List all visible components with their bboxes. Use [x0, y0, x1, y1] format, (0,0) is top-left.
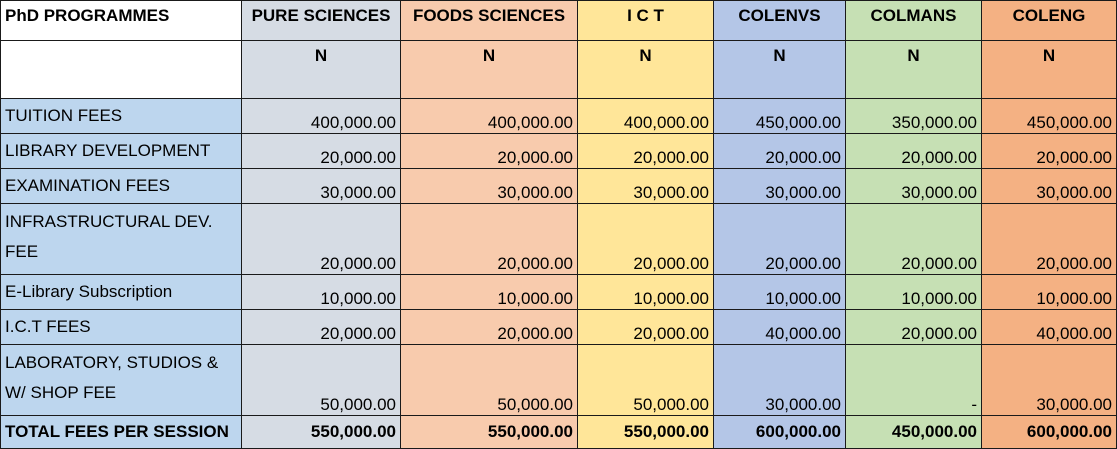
fee-cell: 50,000.00 — [577, 344, 714, 416]
row-label: LIBRARY DEVELOPMENT — [0, 133, 242, 169]
row-label: E-Library Subscription — [0, 274, 242, 310]
fee-cell: 40,000.00 — [981, 309, 1117, 345]
fee-cell: 400,000.00 — [241, 98, 401, 134]
row-label: I.C.T FEES — [0, 309, 242, 345]
row-label: TUITION FEES — [0, 98, 242, 134]
table-row: TUITION FEES 400,000.00 400,000.00 400,0… — [0, 98, 1117, 134]
fee-cell: 20,000.00 — [845, 133, 982, 169]
fee-cell: 30,000.00 — [713, 344, 846, 416]
table-row: LABORATORY, STUDIOS & W/ SHOP FEE 50,000… — [0, 344, 1117, 416]
fee-cell: 20,000.00 — [981, 133, 1117, 169]
fee-cell: 30,000.00 — [845, 168, 982, 204]
fee-cell: 10,000.00 — [241, 274, 401, 310]
fee-cell: 10,000.00 — [981, 274, 1117, 310]
currency-unit: N — [400, 40, 578, 99]
currency-unit: N — [981, 40, 1117, 99]
fee-cell: 10,000.00 — [845, 274, 982, 310]
total-cell: 550,000.00 — [241, 415, 401, 449]
total-cell: 550,000.00 — [577, 415, 714, 449]
total-label: TOTAL FEES PER SESSION — [0, 415, 242, 449]
total-cell: 450,000.00 — [845, 415, 982, 449]
currency-unit: N — [577, 40, 714, 99]
fee-cell: 30,000.00 — [981, 168, 1117, 204]
table-row: EXAMINATION FEES 30,000.00 30,000.00 30,… — [0, 168, 1117, 204]
fee-cell: 20,000.00 — [400, 133, 578, 169]
fee-cell: 350,000.00 — [845, 98, 982, 134]
column-header-pure-sciences: PURE SCIENCES — [241, 0, 401, 41]
header-row: PhD PROGRAMMES PURE SCIENCES FOODS SCIEN… — [0, 0, 1117, 41]
total-cell: 550,000.00 — [400, 415, 578, 449]
fee-cell: 30,000.00 — [981, 344, 1117, 416]
fee-cell: 40,000.00 — [713, 309, 846, 345]
table-row: E-Library Subscription 10,000.00 10,000.… — [0, 274, 1117, 310]
fee-cell: 400,000.00 — [577, 98, 714, 134]
total-row: TOTAL FEES PER SESSION 550,000.00 550,00… — [0, 415, 1117, 449]
table-row: INFRASTRUCTURAL DEV. FEE 20,000.00 20,00… — [0, 203, 1117, 275]
total-cell: 600,000.00 — [981, 415, 1117, 449]
fee-cell: 20,000.00 — [577, 133, 714, 169]
fee-cell: 30,000.00 — [241, 168, 401, 204]
fee-cell: 20,000.00 — [845, 309, 982, 345]
fee-cell: 20,000.00 — [241, 203, 401, 275]
fee-cell: 20,000.00 — [981, 203, 1117, 275]
fee-cell: 20,000.00 — [713, 133, 846, 169]
currency-unit: N — [241, 40, 401, 99]
fee-cell: 50,000.00 — [400, 344, 578, 416]
fee-cell: 20,000.00 — [845, 203, 982, 275]
fee-cell: 20,000.00 — [400, 203, 578, 275]
fee-cell: 450,000.00 — [713, 98, 846, 134]
fee-cell: 400,000.00 — [400, 98, 578, 134]
fee-cell: 20,000.00 — [577, 203, 714, 275]
row-label: EXAMINATION FEES — [0, 168, 242, 204]
fee-cell: 450,000.00 — [981, 98, 1117, 134]
row-label: LABORATORY, STUDIOS & W/ SHOP FEE — [0, 344, 242, 416]
fee-cell: 20,000.00 — [400, 309, 578, 345]
row-label: INFRASTRUCTURAL DEV. FEE — [0, 203, 242, 275]
corner-label: PhD PROGRAMMES — [0, 0, 242, 41]
fee-cell: 20,000.00 — [241, 133, 401, 169]
fee-cell: - — [845, 344, 982, 416]
column-header-ict: I C T — [577, 0, 714, 41]
column-header-foods-sciences: FOODS SCIENCES — [400, 0, 578, 41]
currency-corner — [0, 40, 242, 99]
fee-cell: 10,000.00 — [577, 274, 714, 310]
table-row: I.C.T FEES 20,000.00 20,000.00 20,000.00… — [0, 309, 1117, 345]
table-row: LIBRARY DEVELOPMENT 20,000.00 20,000.00 … — [0, 133, 1117, 169]
column-header-colenvs: COLENVS — [713, 0, 846, 41]
fee-cell: 30,000.00 — [400, 168, 578, 204]
fee-cell: 20,000.00 — [577, 309, 714, 345]
fee-cell: 20,000.00 — [241, 309, 401, 345]
fee-cell: 20,000.00 — [713, 203, 846, 275]
currency-row: N N N N N N — [0, 40, 1117, 99]
total-cell: 600,000.00 — [713, 415, 846, 449]
currency-unit: N — [713, 40, 846, 99]
fee-cell: 10,000.00 — [400, 274, 578, 310]
fee-cell: 50,000.00 — [241, 344, 401, 416]
fee-cell: 30,000.00 — [577, 168, 714, 204]
column-header-colmans: COLMANS — [845, 0, 982, 41]
currency-unit: N — [845, 40, 982, 99]
fee-cell: 30,000.00 — [713, 168, 846, 204]
column-header-coleng: COLENG — [981, 0, 1117, 41]
fee-cell: 10,000.00 — [713, 274, 846, 310]
